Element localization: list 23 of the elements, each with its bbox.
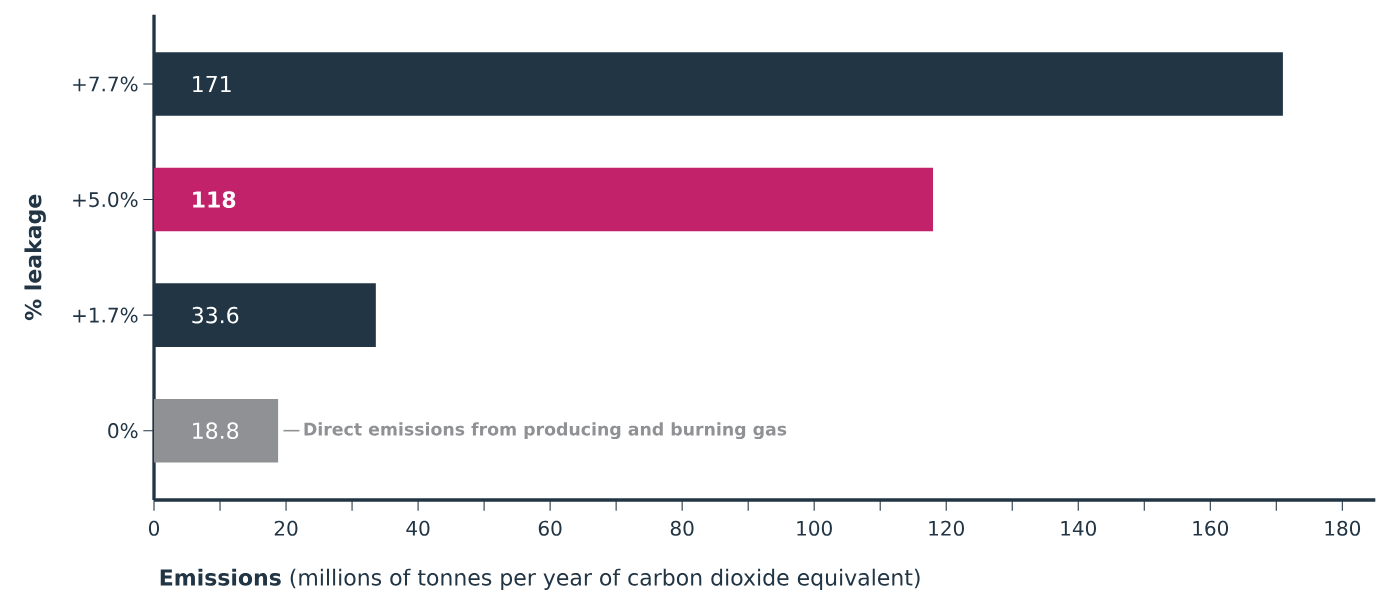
y-tick-label: +5.0% (73, 191, 138, 208)
annotation: Direct emissions from producing and burning gas (304, 422, 787, 440)
y-tick-label: +7.7% (73, 76, 138, 92)
x-tick-label: 40 (406, 520, 430, 536)
y-tick-label: 0% (108, 423, 138, 439)
x-tick-label: 140 (1061, 520, 1096, 536)
data-label: 118 (193, 191, 236, 208)
x-tick-label: 80 (670, 520, 694, 536)
x-tick-label: 0 (148, 520, 160, 536)
y-axis-title: % leakage (24, 194, 46, 321)
data-label: 33.6 (192, 306, 239, 324)
bar (154, 398, 279, 463)
y-tick-label: +1.7% (73, 307, 138, 323)
x-tick-label: 100 (797, 520, 832, 536)
x-tick-label: 120 (929, 520, 964, 536)
x-axis-title: Emissions (millions of tonnes per year of carbon dioxide equivalent) (160, 568, 920, 590)
data-label: 171 (193, 75, 231, 93)
x-tick-label: 160 (1193, 520, 1229, 536)
data-label: 18.8 (193, 422, 239, 439)
x-tick-label: 20 (274, 520, 298, 536)
x-tick-label: 60 (538, 520, 562, 536)
x-tick-label: 180 (1325, 520, 1361, 536)
bar (154, 167, 934, 232)
